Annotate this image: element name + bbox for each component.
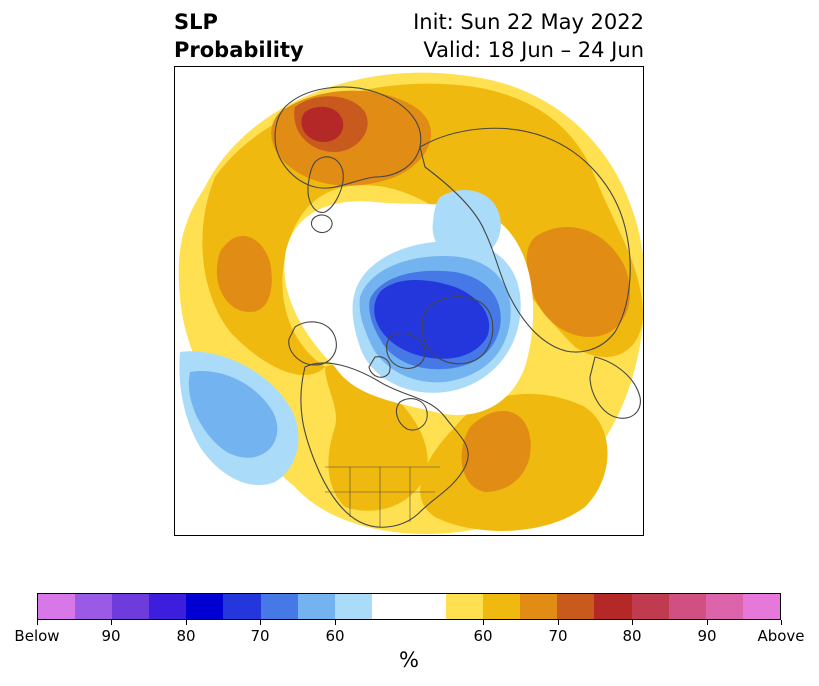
valid-period: Valid: 18 Jun – 24 Jun [423,38,644,62]
coast-east-asia [589,356,641,419]
colorbar-swatch [334,594,372,619]
colorbar-swatch [668,594,706,619]
colorbar [37,593,781,620]
shade-below-deep-arctic [374,280,490,359]
shade-above-strong-atlantic [461,410,531,492]
shade-above-deepest-europe [301,106,344,143]
colorbar-swatch [38,594,76,619]
coast-iceland [310,214,333,234]
shade-above-strong-asia [526,227,631,337]
colorbar-tick [260,620,261,625]
colorbar-label: 90 [697,627,717,645]
colorbar-swatch [520,594,558,619]
colorbar-swatch [408,594,447,619]
colorbar-tick [335,620,336,625]
colorbar-swatch [483,594,521,619]
colorbar-swatch [186,594,224,619]
colorbar-tick [37,620,38,625]
colorbar-swatch [371,594,409,619]
colorbar-swatch [631,594,669,619]
title-variable: SLP [174,10,218,34]
coastlines [274,86,641,528]
map-title-left: SLP Probability [174,8,304,64]
coast-europe [274,86,422,189]
colorbar-unit: % [399,648,419,672]
coast-scandinavia [307,156,344,213]
coast-alaska [288,321,337,366]
map-title-right: Init: Sun 22 May 2022 Valid: 18 Jun – 24… [413,8,644,64]
coast-hudson-bay [395,398,428,431]
colorbar-tick [781,620,782,625]
title-quantity: Probability [174,38,304,62]
coast-canadian-archipelago [368,332,426,378]
colorbar-label: 70 [250,627,270,645]
colorbar-swatch [112,594,150,619]
colorbar-tick [632,620,633,625]
colorbar-swatch [557,594,595,619]
colorbar-label: 80 [622,627,642,645]
colorbar-label: 60 [325,627,345,645]
colorbar-swatch [705,594,743,619]
coast-greenland [421,296,494,365]
colorbar-swatch [260,594,298,619]
colorbar-swatch [446,594,484,619]
colorbar-swatch [297,594,335,619]
shade-above-mid-namerica [325,364,428,511]
colorbar-swatch [223,594,261,619]
colorbar-tick [483,620,484,625]
colorbar-swatch [75,594,113,619]
colorbar-label: 60 [473,627,493,645]
colorbar-tick [111,620,112,625]
colorbar-label: Above [757,627,805,645]
colorbar-tick [707,620,708,625]
init-date: Init: Sun 22 May 2022 [413,10,644,34]
coast-siberia [419,127,631,353]
colorbar-tick [186,620,187,625]
colorbar-swatch [594,594,632,619]
colorbar-label: Below [14,627,60,645]
shade-above-strong-pacific [216,235,272,312]
colorbar-tick [558,620,559,625]
colorbar-label: 90 [101,627,121,645]
us-borders [325,466,440,527]
shade-below-mid-pacific [188,371,278,458]
map-panel [174,66,644,536]
colorbar-label: 70 [548,627,568,645]
colorbar-swatch [149,594,187,619]
coast-north-america [300,362,469,528]
probability-map [178,72,643,535]
shade-below-light-greenland [432,189,501,262]
colorbar-swatch [742,594,780,619]
probability-shading [178,72,643,535]
colorbar-label: 80 [176,627,196,645]
